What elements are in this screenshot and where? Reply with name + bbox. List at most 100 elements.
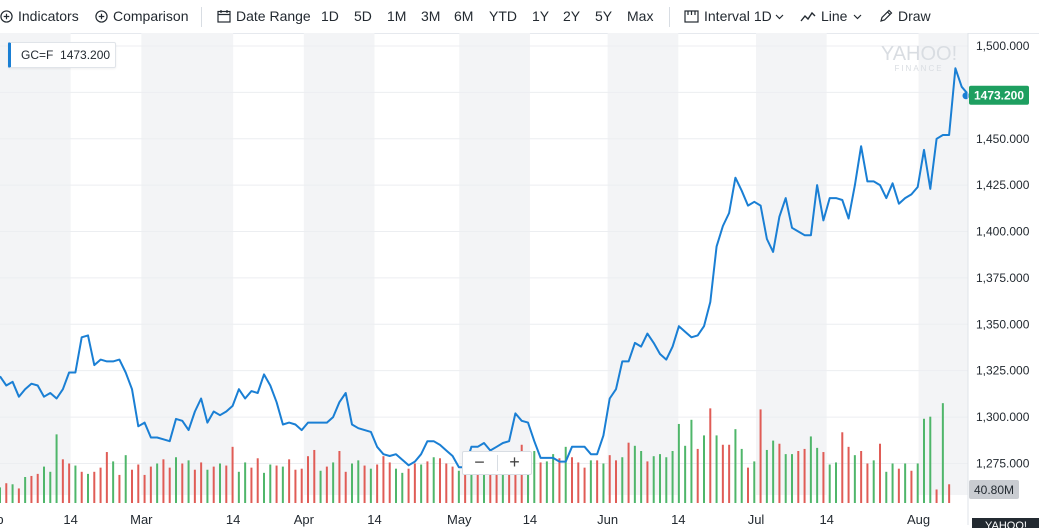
volume-bar (156, 463, 159, 503)
chevron-down-icon (854, 14, 862, 20)
x-tick-label: May (447, 512, 472, 527)
volume-bar (847, 446, 850, 503)
volume-bar (677, 423, 680, 503)
volume-bar (43, 466, 45, 503)
month-band (459, 33, 530, 495)
calendar-icon (217, 10, 231, 23)
indicators-label: Indicators (18, 8, 79, 24)
volume-bar (376, 464, 379, 503)
interval-value: 1D (753, 8, 772, 24)
volume-bar (539, 462, 542, 503)
range-2y[interactable]: 2Y (563, 8, 581, 24)
range-5d[interactable]: 5D (354, 8, 372, 24)
range-1m[interactable]: 1M (387, 8, 407, 24)
volume-bar (175, 457, 177, 503)
range-6m[interactable]: 6M (454, 8, 474, 24)
price-chart[interactable]: YAHOO! FINANCE 1,275.000 1,300.000 1,325.0… (0, 33, 1039, 528)
volume-bar (388, 462, 391, 503)
volume-bar (344, 471, 347, 503)
volume-bar (206, 469, 209, 503)
chevron-down-icon (775, 14, 784, 20)
interval-icon (684, 10, 699, 23)
volume-bar (627, 442, 630, 503)
volume-bar (715, 435, 718, 503)
volume-bar (395, 468, 397, 503)
volume-badge-label: 40.80M (974, 483, 1014, 497)
range-max[interactable]: Max (627, 8, 654, 24)
volume-bar (432, 457, 435, 503)
volume-bar (168, 467, 171, 503)
volume-bar (734, 429, 737, 503)
volume-bar (401, 472, 404, 503)
zoom-divider (497, 455, 498, 471)
indicators-button[interactable]: Indicators (0, 8, 79, 24)
interval-button[interactable]: Interval 1D (684, 8, 784, 24)
x-tick-label: Apr (294, 512, 315, 527)
volume-bar (514, 464, 517, 503)
volume-bar (269, 464, 272, 503)
date-range-button[interactable]: Date Range (217, 8, 311, 24)
volume-bar (709, 408, 712, 503)
x-tick-label: Aug (907, 512, 930, 527)
month-band (0, 33, 71, 495)
volume-bar (105, 452, 108, 503)
volume-bar (338, 451, 341, 503)
volume-bar (407, 468, 410, 503)
volume-bar (935, 489, 938, 503)
month-band (141, 33, 234, 495)
volume-bar (803, 448, 806, 503)
range-ytd[interactable]: YTD (489, 8, 517, 24)
volume-bar (307, 456, 309, 503)
volume-bar (281, 466, 284, 503)
volume-bar (571, 457, 573, 503)
x-tick-label: 14 (367, 512, 381, 527)
legend-symbol: GC=F (21, 48, 54, 62)
volume-bar (615, 460, 617, 503)
y-axis: 1,275.000 1,300.000 1,325.000 1,350.000 1,37… (967, 33, 1030, 525)
volume-bar (941, 403, 944, 503)
volume-bar (80, 471, 83, 503)
volume-bar (363, 465, 366, 503)
volume-bar (822, 452, 825, 503)
volume-bar (948, 484, 951, 503)
volume-bar (49, 471, 52, 503)
volume-bar (30, 475, 33, 503)
volume-bar (753, 461, 756, 503)
range-3m[interactable]: 3M (421, 8, 441, 24)
volume-bar (313, 449, 316, 503)
volume-bar (809, 436, 812, 503)
range-1y[interactable]: 1Y (532, 8, 550, 24)
volume-bar (74, 465, 77, 503)
volume-bar (212, 466, 215, 503)
volume-bar (382, 456, 385, 503)
yahoo-finance-watermark: YAHOO! FINANCE (881, 43, 957, 73)
volume-bar (910, 470, 913, 503)
volume-bar (602, 463, 605, 503)
chart-type-button[interactable]: Line (800, 8, 862, 24)
zoom-controls: − + (462, 451, 532, 475)
volume-bar (457, 470, 460, 503)
range-1d[interactable]: 1D (321, 8, 339, 24)
volume-bar (577, 462, 580, 503)
month-band (607, 33, 679, 495)
plus-circle-icon (0, 10, 13, 23)
comparison-button[interactable]: Comparison (95, 8, 188, 24)
zoom-out-button[interactable]: − (474, 452, 485, 472)
volume-bar (464, 464, 467, 503)
volume-bar (351, 463, 353, 503)
x-tick-label: 14 (671, 512, 685, 527)
watermark-finance: FINANCE (894, 64, 943, 73)
volume-bar (765, 449, 768, 503)
volume-bar (237, 471, 240, 503)
volume-bar (275, 465, 278, 503)
y-tick-label: 1,275.000 (976, 456, 1030, 470)
volume-bar (684, 445, 687, 503)
range-5y[interactable]: 5Y (595, 8, 613, 24)
volume-bar (426, 461, 429, 503)
volume-bar (860, 451, 863, 503)
draw-button[interactable]: Draw (879, 8, 931, 24)
toolbar-divider (201, 7, 202, 27)
x-tick-label: b (0, 512, 4, 527)
series-legend[interactable]: GC=F 1473.200 (8, 42, 117, 68)
zoom-in-button[interactable]: + (509, 452, 520, 472)
